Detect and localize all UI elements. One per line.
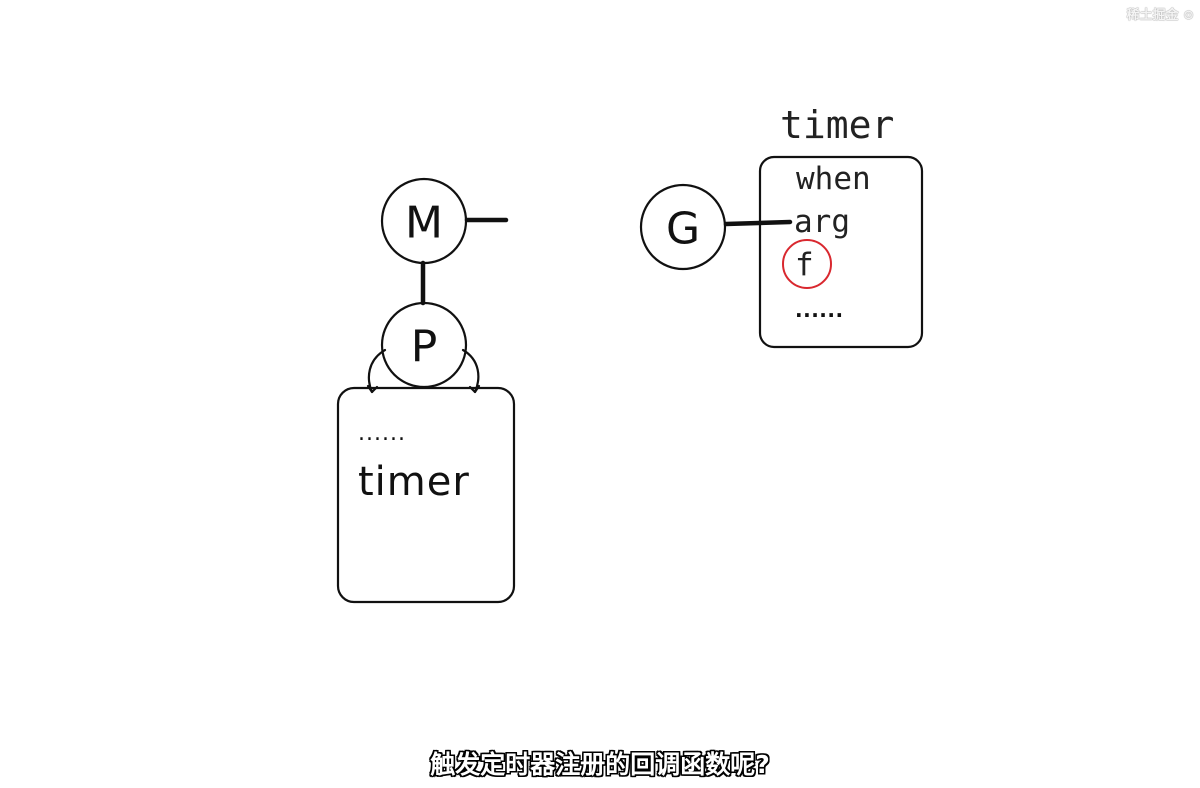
timer-field-arg: arg — [794, 204, 850, 240]
g-timer-link — [723, 219, 793, 227]
g-node: G — [639, 183, 727, 271]
timer-field-ellipsis: ...... — [795, 298, 844, 322]
timer-struct-title: timer — [780, 103, 894, 147]
watermark-logo: 稀土掘金 ⊙ — [1126, 8, 1194, 23]
p-node: P — [380, 301, 468, 389]
timer-struct: timer when arg f ...... — [758, 103, 924, 349]
timer-field-f: f — [795, 247, 814, 283]
timer-field-f-highlight — [782, 239, 832, 289]
g-node-label: G — [666, 204, 700, 255]
m-node: M — [380, 177, 468, 265]
timer-field-when: when — [796, 161, 871, 197]
timer-struct-box — [758, 155, 924, 349]
p-timer-box-ellipsis: ...... — [358, 421, 406, 446]
m-node-label: M — [405, 198, 443, 249]
p-node-label: P — [411, 322, 438, 373]
subtitle-caption: 触发定时器注册的回调函数呢? — [430, 750, 770, 779]
p-timer-box: ...... timer — [336, 386, 516, 604]
p-timer-box-item: timer — [358, 459, 470, 505]
